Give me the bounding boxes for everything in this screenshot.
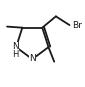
Text: N: N [29, 54, 36, 63]
Text: Br: Br [72, 21, 82, 30]
Text: N: N [12, 42, 19, 51]
Text: H: H [12, 50, 18, 59]
